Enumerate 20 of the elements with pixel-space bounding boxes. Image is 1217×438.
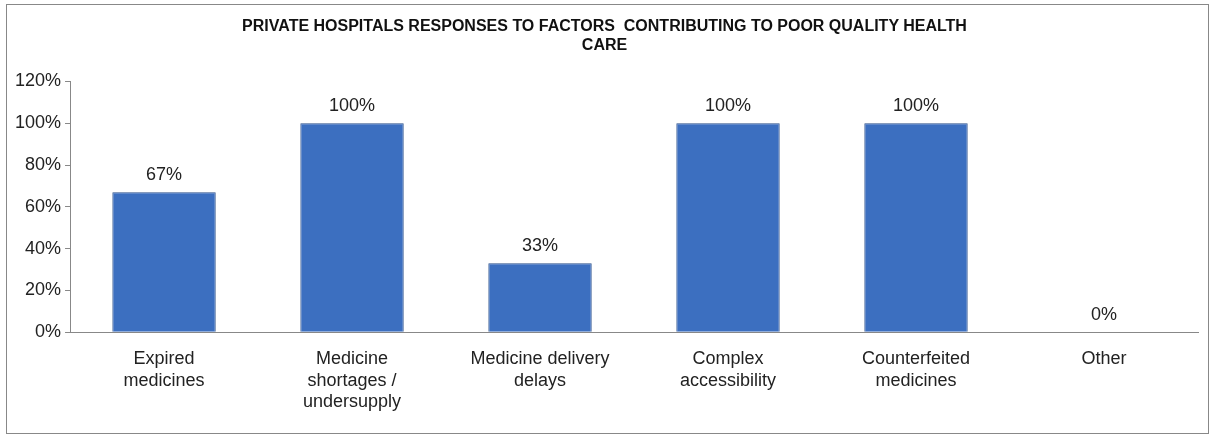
data-label: 100% xyxy=(329,95,376,116)
y-tick-label: 40% xyxy=(25,237,62,258)
x-tick-label: Expired medicines xyxy=(123,347,205,390)
data-label: 0% xyxy=(1091,304,1118,325)
x-tick-label: Medicine shortages / undersupply xyxy=(302,347,402,412)
data-label: 100% xyxy=(892,95,940,116)
x-tick-label: Medicine delivery delays xyxy=(470,347,610,390)
x-tick-label: Other xyxy=(1081,347,1127,368)
y-tick-label: 0% xyxy=(35,321,62,342)
x-tick-label: Counterfeited medicines xyxy=(861,347,971,390)
y-tick-label: 100% xyxy=(14,112,62,133)
y-tick-label: 80% xyxy=(25,153,62,174)
y-tick-label: 120% xyxy=(14,70,62,91)
y-tick-label: 60% xyxy=(25,195,62,216)
chart-title: PRIVATE HOSPITALS RESPONSES TO FACTORS CONTRIBUTING TO POOR QUALITY HEALTH CARE xyxy=(242,17,967,54)
data-label: 67% xyxy=(146,164,183,185)
data-label: 100% xyxy=(704,95,752,116)
y-tick-label: 20% xyxy=(25,279,62,300)
data-label: 33% xyxy=(522,235,559,256)
x-tick-label: Complex accessibility xyxy=(680,347,777,390)
